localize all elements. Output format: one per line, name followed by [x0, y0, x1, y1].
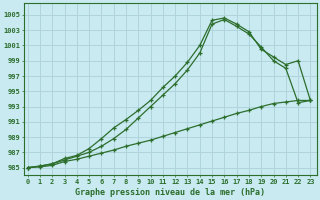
X-axis label: Graphe pression niveau de la mer (hPa): Graphe pression niveau de la mer (hPa)	[75, 188, 265, 197]
